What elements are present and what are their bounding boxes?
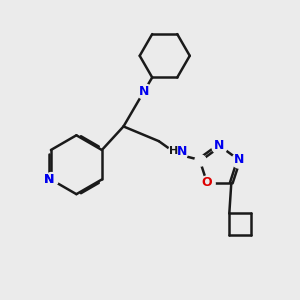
Text: N: N	[44, 173, 55, 186]
Text: H: H	[169, 146, 178, 157]
Text: N: N	[177, 145, 188, 158]
Text: N: N	[234, 153, 244, 166]
Text: O: O	[202, 176, 212, 189]
Text: N: N	[214, 139, 224, 152]
Text: N: N	[44, 173, 55, 186]
Text: N: N	[139, 85, 149, 98]
